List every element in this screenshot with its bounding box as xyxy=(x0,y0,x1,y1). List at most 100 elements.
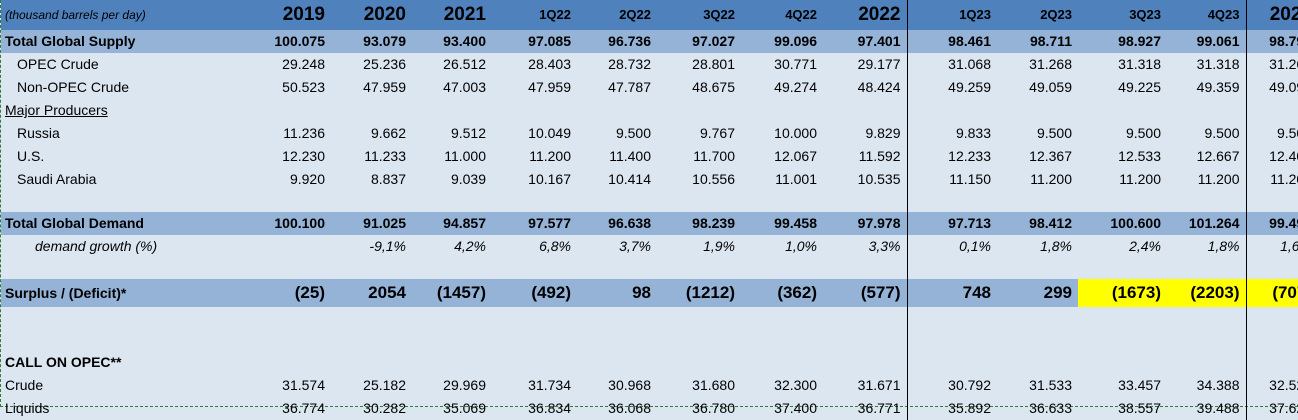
crude-row: Crude 31.574 25.182 29.969 31.734 30.968 31.68… xyxy=(1,374,1298,397)
value-cell: 47.959 xyxy=(363,79,406,95)
empty-cell xyxy=(331,258,412,279)
value-cell: 96.638 xyxy=(577,212,657,235)
value-cell: 30.968 xyxy=(608,377,651,393)
value-cell: 25.236 xyxy=(363,56,406,72)
empty-cell xyxy=(1246,351,1298,374)
value-cell: 11.000 xyxy=(444,148,486,164)
value-cell: 12.400 xyxy=(1269,148,1298,164)
non-opec-crude-row: Non-OPEC Crude 50.523 47.959 47.003 47.959 47… xyxy=(1,76,1298,99)
value-cell: 2054 xyxy=(331,279,412,307)
value-cell: 101.264 xyxy=(1167,212,1247,235)
value-cell: 9.039 xyxy=(450,171,486,187)
value-cell: 49.274 xyxy=(774,79,817,95)
value-cell: 100.600 xyxy=(1078,212,1167,235)
empty-cell xyxy=(577,258,657,279)
value-cell: 12.367 xyxy=(1029,148,1072,164)
value-cell: 39.488 xyxy=(1167,397,1247,420)
value-cell: 12.233 xyxy=(948,148,991,164)
value-cell: 28.801 xyxy=(692,56,735,72)
empty-cell xyxy=(412,328,492,351)
empty-cell xyxy=(823,351,908,374)
value-cell: -9,1% xyxy=(369,238,406,254)
value-cell: 99.096 xyxy=(741,30,823,53)
empty-cell xyxy=(492,328,577,351)
empty-cell xyxy=(1,307,241,328)
column-header: 2022 xyxy=(823,0,908,30)
crude-label: Crude xyxy=(5,377,44,393)
empty-cell xyxy=(1,258,241,279)
value-cell: 35.069 xyxy=(443,400,486,416)
value-cell: 11.592 xyxy=(823,145,908,168)
value-cell: 36.834 xyxy=(528,400,571,416)
empty-cell xyxy=(741,328,823,351)
value-cell: 9.512 xyxy=(450,125,486,141)
value-cell: 91.025 xyxy=(331,212,412,235)
value-cell: 98 xyxy=(577,279,657,307)
empty-cell xyxy=(741,99,823,122)
empty-cell xyxy=(997,99,1078,122)
value-cell: 11.150 xyxy=(949,171,991,187)
empty-cell xyxy=(657,328,741,351)
value-cell: 97.401 xyxy=(823,30,908,53)
empty-cell xyxy=(331,99,412,122)
value-cell: 31.268 xyxy=(1269,56,1298,72)
spacer-row xyxy=(1,328,1298,351)
value-cell: 9.662 xyxy=(370,125,406,141)
value-cell: 99.061 xyxy=(1167,30,1247,53)
column-header: 2021 xyxy=(412,0,492,30)
value-cell: 11.400 xyxy=(609,148,651,164)
empty-cell xyxy=(241,307,331,328)
empty-cell xyxy=(1078,307,1167,328)
value-cell: (1673) xyxy=(1078,279,1167,307)
empty-cell xyxy=(1246,258,1298,279)
empty-cell xyxy=(1246,191,1298,212)
empty-cell xyxy=(241,99,331,122)
value-cell: 29.177 xyxy=(823,53,908,76)
value-cell: 28.732 xyxy=(608,56,651,72)
value-cell: (1212) xyxy=(657,279,741,307)
empty-cell xyxy=(577,351,657,374)
empty-cell xyxy=(1167,328,1247,351)
value-cell: 36.774 xyxy=(282,400,325,416)
empty-cell xyxy=(657,99,741,122)
value-cell: 47.959 xyxy=(528,79,571,95)
value-cell: 0,1% xyxy=(959,238,991,254)
value-cell: 10.167 xyxy=(528,171,571,187)
value-cell: 11.200 xyxy=(1270,171,1298,187)
saudi-label: Saudi Arabia xyxy=(17,171,97,187)
value-cell: 30.792 xyxy=(948,377,991,393)
value-cell: 9.920 xyxy=(289,171,325,187)
value-cell: 1,6% xyxy=(1280,238,1298,254)
empty-cell xyxy=(331,191,412,212)
value-cell: 3,3% xyxy=(823,235,908,258)
empty-cell xyxy=(657,307,741,328)
empty-cell xyxy=(577,99,657,122)
value-cell: 93.079 xyxy=(331,30,412,53)
column-header: 2023 xyxy=(1246,0,1298,30)
value-cell: 38.557 xyxy=(1118,400,1161,416)
value-cell: 49.259 xyxy=(948,79,991,95)
value-cell: 48.675 xyxy=(692,79,735,95)
value-cell: 37.400 xyxy=(774,400,817,416)
value-cell: 97.577 xyxy=(492,212,577,235)
value-cell: 97.713 xyxy=(907,212,997,235)
value-cell: 9.829 xyxy=(823,122,908,145)
surplus-row: Surplus / (Deficit)* (25) 2054 (1457) (492) 9… xyxy=(1,279,1298,307)
value-cell: 31.533 xyxy=(1029,377,1072,393)
empty-cell xyxy=(412,99,492,122)
empty-cell xyxy=(412,191,492,212)
value-cell: 37.621 xyxy=(1269,400,1298,416)
empty-cell xyxy=(492,99,577,122)
value-cell: 6,8% xyxy=(539,238,571,254)
empty-cell xyxy=(241,351,331,374)
empty-cell xyxy=(492,191,577,212)
value-cell: (707) xyxy=(1246,279,1298,307)
empty-cell xyxy=(1078,328,1167,351)
empty-cell xyxy=(741,191,823,212)
total-supply-row: Total Global Supply 100.075 93.079 93.400 97… xyxy=(1,30,1298,53)
value-cell: 11.233 xyxy=(364,148,406,164)
header-row: (thousand barrels per day) 2019 2020 2021 1Q… xyxy=(1,0,1298,30)
value-cell: 12.230 xyxy=(282,148,325,164)
value-cell: 10.049 xyxy=(528,125,571,141)
column-header: 3Q23 xyxy=(1078,0,1167,30)
